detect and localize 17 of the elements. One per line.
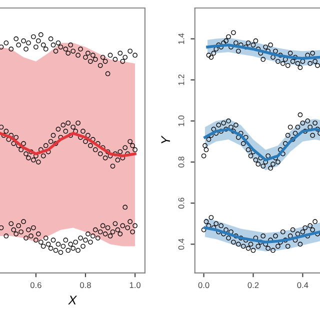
y-tick-label: 0.6 xyxy=(178,198,184,209)
x-tick-label: 0.0 xyxy=(198,282,210,288)
y-tick-label: 1.0 xyxy=(178,116,184,126)
line-series xyxy=(204,226,320,244)
y-tick-label: 1.4 xyxy=(178,33,184,44)
y-tick-label: 1.2 xyxy=(178,74,184,86)
line-series xyxy=(206,44,320,60)
y-axis-title: Y xyxy=(161,136,170,144)
y-tick-label: 0.4 xyxy=(178,238,184,250)
x-tick-label: 1.0 xyxy=(130,282,141,288)
x-tick-label: 0.4 xyxy=(297,282,308,288)
x-tick-label: 0.6 xyxy=(30,282,42,288)
x-axis-title: X xyxy=(68,296,78,304)
y-tick-label: 0.8 xyxy=(178,156,184,168)
x-tick-label: 0.2 xyxy=(248,282,259,288)
x-tick-label: 0.8 xyxy=(80,282,91,288)
line-series xyxy=(204,128,320,162)
